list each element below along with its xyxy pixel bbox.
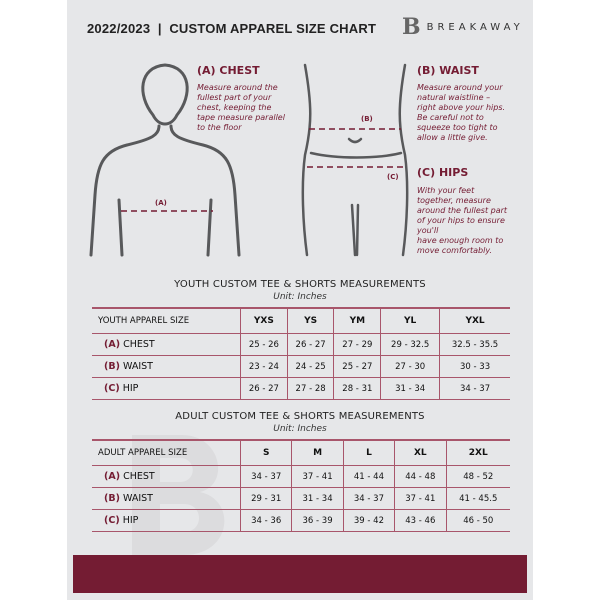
hips-heading: (C) HIPS <box>417 166 469 179</box>
header-cell: ADULT APPAREL SIZE <box>92 439 241 466</box>
table-header-row: ADULT APPAREL SIZE S M L XL 2XL <box>92 439 510 466</box>
table-cell: 32.5 - 35.5 <box>439 333 510 356</box>
table-row: (C) HIP 26 - 27 27 - 28 28 - 31 31 - 34 … <box>92 377 510 400</box>
row-label: (C) HIP <box>92 509 241 532</box>
table-cell: 27 - 29 <box>333 333 381 356</box>
header-cell: YOUTH APPAREL SIZE <box>92 307 241 334</box>
size-header: YM <box>333 307 381 334</box>
size-header: L <box>342 439 395 466</box>
size-header: YXS <box>240 307 288 334</box>
table-cell: 31 - 34 <box>291 487 344 510</box>
size-header: YXL <box>439 307 510 334</box>
table-cell: 25 - 27 <box>333 355 381 378</box>
table-cell: 23 - 24 <box>240 355 288 378</box>
table-cell: 30 - 33 <box>439 355 510 378</box>
table-cell: 29 - 32.5 <box>380 333 440 356</box>
table-cell: 34 - 37 <box>342 487 395 510</box>
table-cell: 34 - 37 <box>439 377 510 400</box>
table-cell: 37 - 41 <box>394 487 446 510</box>
size-header: 2XL <box>445 439 510 466</box>
row-label: (B) WAIST <box>92 355 241 378</box>
table-cell: 46 - 50 <box>445 509 510 532</box>
size-header: XL <box>394 439 446 466</box>
table-row: (A) CHEST 34 - 37 37 - 41 41 - 44 44 - 4… <box>92 465 510 488</box>
row-label: (A) CHEST <box>92 465 241 488</box>
table-cell: 41 - 45.5 <box>445 487 510 510</box>
brand-logo: B BREAKAWAY <box>402 16 524 38</box>
table-cell: 41 - 44 <box>342 465 395 488</box>
youth-table-unit: Unit: Inches <box>273 292 327 302</box>
table-cell: 43 - 46 <box>394 509 446 532</box>
chest-marker: (A) <box>155 199 167 207</box>
brand-name: BREAKAWAY <box>426 21 524 33</box>
waist-instructions: Measure around your natural waistline – … <box>417 83 506 142</box>
row-label: (B) WAIST <box>92 487 241 510</box>
chest-instructions: Measure around the fullest part of your … <box>197 83 285 132</box>
table-cell: 28 - 31 <box>333 377 381 400</box>
table-row: (B) WAIST 29 - 31 31 - 34 34 - 37 37 - 4… <box>92 487 510 510</box>
table-cell: 25 - 26 <box>240 333 288 356</box>
hip-marker: (C) <box>387 173 399 181</box>
adult-table-unit: Unit: Inches <box>273 424 327 434</box>
table-cell: 27 - 30 <box>380 355 440 378</box>
body-measurement-illustrations <box>89 63 409 257</box>
table-cell: 24 - 25 <box>286 355 334 378</box>
size-header: YS <box>286 307 334 334</box>
size-header: S <box>239 439 292 466</box>
table-cell: 29 - 31 <box>239 487 292 510</box>
page-title: 2022/2023 | CUSTOM APPAREL SIZE CHART <box>87 21 377 36</box>
row-label: (A) CHEST <box>92 333 241 356</box>
table-row: (A) CHEST 25 - 26 26 - 27 27 - 29 29 - 3… <box>92 333 510 356</box>
table-header-row: YOUTH APPAREL SIZE YXS YS YM YL YXL <box>92 307 510 334</box>
waist-marker: (B) <box>361 115 373 123</box>
chest-heading: (A) CHEST <box>197 64 260 77</box>
table-cell: 34 - 37 <box>239 465 292 488</box>
youth-table-title: YOUTH CUSTOM TEE & SHORTS MEASUREMENTS <box>174 279 426 290</box>
table-cell: 34 - 36 <box>239 509 292 532</box>
adult-table-title: ADULT CUSTOM TEE & SHORTS MEASUREMENTS <box>175 411 425 422</box>
table-row: (B) WAIST 23 - 24 24 - 25 25 - 27 27 - 3… <box>92 355 510 378</box>
hips-instructions: With your feet together, measure around … <box>417 186 508 255</box>
adult-size-table: ADULT APPAREL SIZE S M L XL 2XL (A) CHES… <box>92 439 510 532</box>
row-label: (C) HIP <box>92 377 241 400</box>
table-cell: 44 - 48 <box>394 465 446 488</box>
logo-mark: B <box>402 14 421 40</box>
table-cell: 26 - 27 <box>240 377 288 400</box>
waist-heading: (B) WAIST <box>417 64 479 77</box>
table-cell: 26 - 27 <box>286 333 334 356</box>
table-row: (C) HIP 34 - 36 36 - 39 39 - 42 43 - 46 … <box>92 509 510 532</box>
footer-band <box>73 555 527 593</box>
table-cell: 31 - 34 <box>380 377 440 400</box>
upper-body-figure <box>89 63 241 257</box>
table-cell: 36 - 39 <box>291 509 344 532</box>
youth-size-table: YOUTH APPAREL SIZE YXS YS YM YL YXL (A) … <box>92 307 510 400</box>
size-header: YL <box>380 307 440 334</box>
table-cell: 27 - 28 <box>286 377 334 400</box>
table-cell: 39 - 42 <box>342 509 395 532</box>
size-chart-page: 2022/2023 | CUSTOM APPAREL SIZE CHART B … <box>67 0 533 600</box>
lower-body-figure <box>301 63 409 257</box>
size-header: M <box>291 439 344 466</box>
table-cell: 37 - 41 <box>291 465 344 488</box>
table-cell: 48 - 52 <box>445 465 510 488</box>
